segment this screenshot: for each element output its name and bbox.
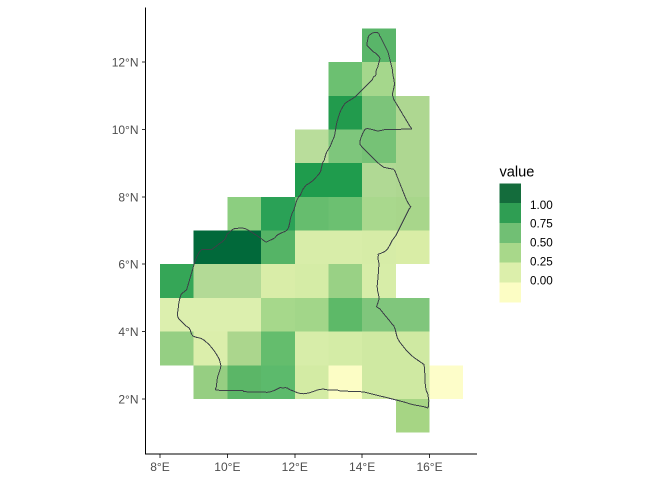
svg-text:0.00: 0.00 (530, 274, 553, 287)
svg-text:8°E: 8°E (150, 460, 169, 474)
svg-text:14°E: 14°E (349, 460, 375, 474)
svg-text:0.25: 0.25 (530, 256, 553, 269)
svg-text:16°E: 16°E (416, 460, 442, 474)
svg-text:10°E: 10°E (214, 460, 240, 474)
svg-text:0.50: 0.50 (530, 237, 553, 250)
svg-text:value: value (500, 165, 535, 181)
svg-text:12°N: 12°N (112, 56, 139, 70)
svg-text:2°N: 2°N (118, 392, 138, 406)
svg-text:1.00: 1.00 (530, 199, 553, 212)
svg-text:6°N: 6°N (118, 258, 138, 272)
svg-text:12°E: 12°E (282, 460, 308, 474)
svg-text:8°N: 8°N (118, 190, 138, 204)
svg-text:10°N: 10°N (112, 123, 139, 137)
svg-text:4°N: 4°N (118, 325, 138, 339)
svg-text:0.75: 0.75 (530, 218, 553, 231)
